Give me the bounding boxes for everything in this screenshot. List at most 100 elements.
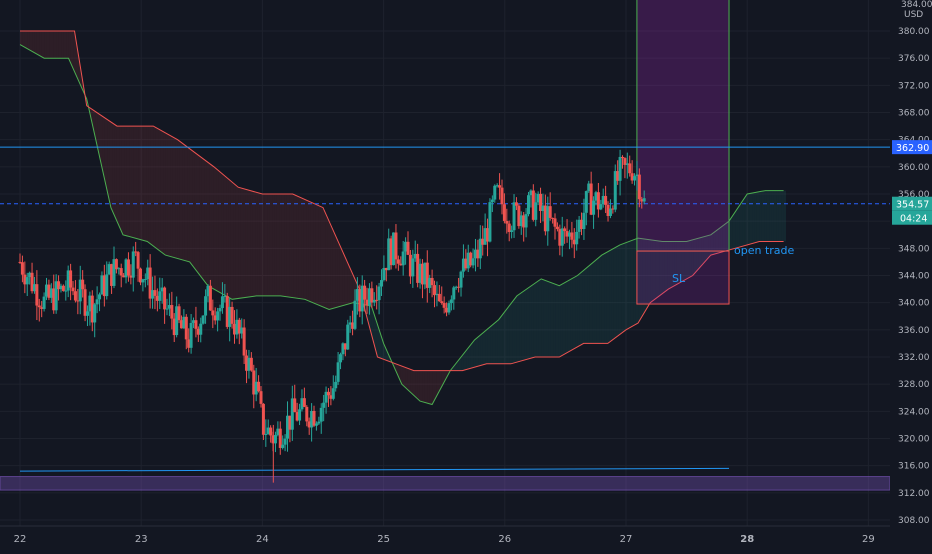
cloud-segment	[725, 222, 728, 252]
cloud-segment	[51, 31, 54, 59]
cloud-segment	[579, 271, 583, 346]
cloud-segment	[252, 191, 256, 297]
cloud-segment	[444, 370, 447, 382]
candle-body	[387, 238, 391, 271]
candle-body	[254, 381, 258, 395]
candle-body	[148, 267, 152, 299]
price-tick-label: 332.00	[898, 353, 930, 363]
candle-body	[35, 284, 39, 306]
candle-body	[220, 296, 224, 309]
profit-target-box[interactable]	[636, 0, 730, 252]
candle-body	[635, 174, 639, 177]
candle-body	[126, 259, 130, 276]
price-axis[interactable]: 384.00 USD 380.00376.00372.00368.00364.0…	[890, 0, 932, 526]
countdown-tag-bg	[892, 210, 932, 225]
cloud-segment	[99, 114, 103, 170]
cloud-segment	[247, 189, 251, 298]
candle-body	[155, 295, 159, 301]
cloud-segment	[507, 305, 510, 364]
cloud-segment	[109, 121, 113, 211]
candle-body	[153, 290, 157, 296]
cloud-segment	[172, 136, 176, 258]
cloud-segment	[131, 126, 134, 238]
cloud-segment	[470, 341, 474, 369]
cloud-segment	[70, 31, 74, 70]
candle-body	[107, 264, 111, 275]
cloud-segment	[250, 190, 253, 297]
cloud-segment	[512, 299, 515, 364]
candle-body	[69, 270, 73, 288]
cloud-segment	[325, 213, 328, 309]
support-zone-band[interactable]	[0, 476, 891, 491]
candle-body	[640, 199, 644, 202]
candle-body	[143, 279, 147, 281]
trade-zone[interactable]	[636, 0, 730, 305]
price-tick-label: 336.00	[898, 326, 930, 336]
support-trendline[interactable]	[19, 467, 730, 472]
time-axis[interactable]: 22 23 24 25 26 27 28 29	[0, 525, 932, 550]
cloud-segment	[526, 287, 530, 360]
stop-loss-box[interactable]	[636, 250, 730, 305]
candle-body	[49, 288, 53, 298]
cloud-segment	[259, 193, 263, 296]
candle-body	[66, 270, 70, 291]
time-tick-label: 26	[498, 534, 511, 545]
cloud-segment	[514, 295, 517, 363]
candle-body	[276, 428, 280, 435]
candle-body	[500, 187, 504, 205]
price-tick-label: 308.00	[898, 516, 930, 526]
cloud-segment	[116, 126, 120, 227]
cloud-segment	[434, 370, 437, 401]
candle-body	[510, 230, 514, 232]
candle-body	[170, 305, 174, 319]
candle-body	[498, 185, 502, 188]
candle-body	[353, 300, 357, 329]
candle-body	[358, 289, 362, 312]
cloud-segment	[177, 139, 180, 260]
cloud-segment	[647, 239, 651, 307]
cloud-segment	[436, 370, 440, 396]
cloud-segment	[182, 143, 185, 261]
cloud-segment	[776, 190, 779, 242]
candle-body	[305, 406, 309, 422]
cloud-segment	[696, 238, 699, 272]
annotations: open trade SL	[672, 244, 795, 285]
cloud-segment	[310, 202, 314, 303]
cloud-segment	[543, 279, 547, 357]
candle-body	[257, 381, 261, 392]
cloud-segment	[153, 126, 156, 248]
cloud-segment	[245, 189, 248, 298]
cloud-segment	[536, 280, 539, 357]
cloud-segment	[468, 344, 471, 369]
candle-body	[355, 289, 359, 301]
candle-body	[61, 285, 65, 291]
cloud-segment	[735, 208, 738, 249]
candle-body	[406, 241, 410, 255]
candle-body	[522, 215, 526, 228]
level-price-tag: 362.90	[896, 143, 929, 154]
cloud-segment	[267, 194, 270, 296]
candle-body	[367, 288, 371, 306]
candle-body	[286, 415, 290, 439]
horizontal-levels[interactable]	[0, 146, 890, 205]
candle-body	[223, 296, 227, 298]
cloud-segment	[291, 194, 294, 298]
cloud-segment	[32, 31, 35, 53]
cloud-segment	[499, 314, 503, 364]
cloud-segment	[453, 362, 457, 371]
cloud-segment	[335, 234, 338, 308]
cloud-segment	[742, 197, 745, 247]
candle-body	[524, 214, 528, 228]
candle-body	[560, 228, 564, 246]
candle-body	[90, 295, 94, 323]
cloud-segment	[36, 31, 40, 56]
cloud-segment	[293, 194, 297, 299]
cloud-segment	[41, 31, 45, 59]
candle-body	[594, 192, 598, 201]
candle-body	[623, 158, 627, 165]
cloud-segment	[531, 283, 534, 359]
cloud-segment	[662, 241, 665, 294]
candle-body	[208, 285, 212, 311]
candle-body	[628, 163, 632, 174]
